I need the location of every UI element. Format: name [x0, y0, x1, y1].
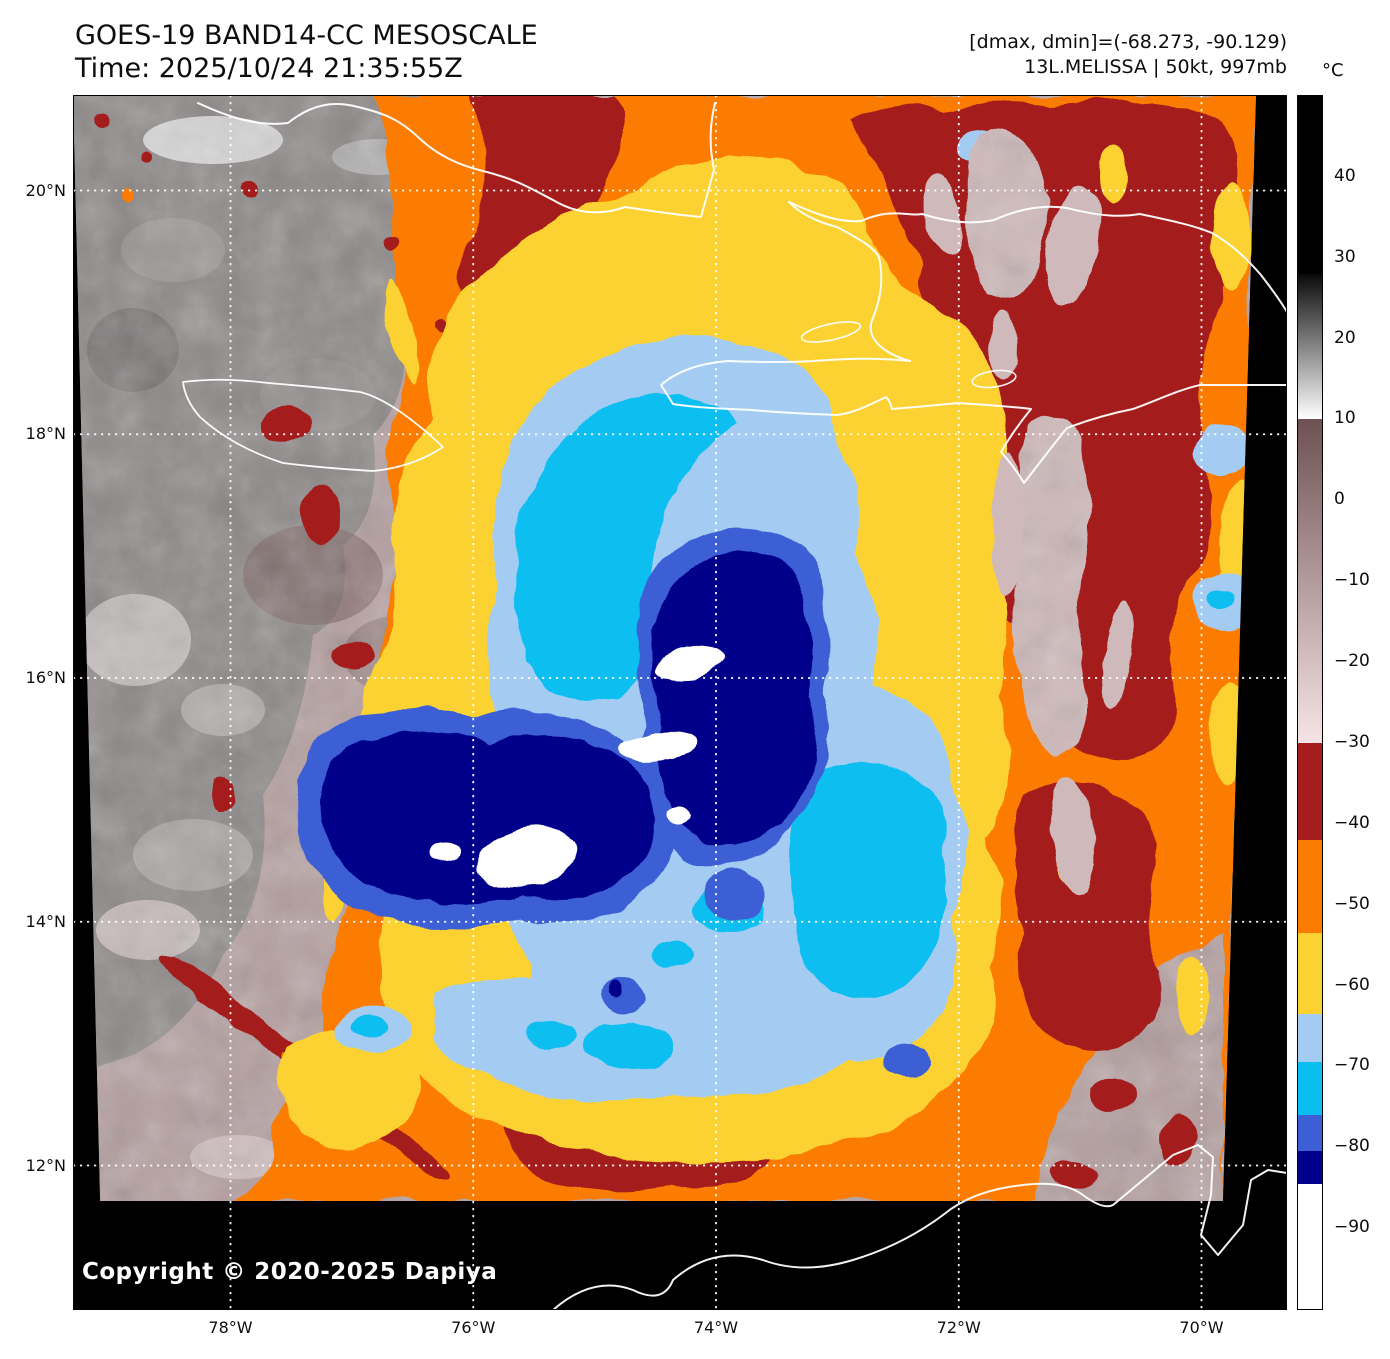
colorbar-tick-label: −40: [1334, 812, 1370, 833]
colorbar-tick-label: −30: [1334, 731, 1370, 752]
colorbar-segment: [1298, 1151, 1322, 1184]
coastline-cuba: [197, 102, 716, 218]
colorbar-tick-label: −50: [1334, 893, 1370, 914]
enhancement-layer: [96, 95, 1256, 1201]
temperature-colorbar: [1297, 95, 1323, 1310]
lon-tick-label: 78°W: [208, 1318, 253, 1337]
coastline-gonave-island: [800, 321, 862, 343]
lon-tick-label: 70°W: [1179, 1318, 1224, 1337]
header-right-block: [dmax, dmin]=(-68.273, -90.129) 13L.MELI…: [969, 30, 1287, 80]
plot-spine: [73, 95, 1287, 1310]
coastline-south-america: [552, 1144, 1287, 1310]
colorbar-segment: [1298, 1013, 1322, 1063]
colorbar-tick-label: −60: [1334, 974, 1370, 995]
page-title: GOES-19 BAND14-CC MESOSCALE: [75, 20, 538, 51]
colorbar-segment: [1298, 839, 1322, 933]
colorbar-tick-label: −10: [1334, 570, 1370, 591]
lat-tick-label: 20°N: [25, 180, 66, 200]
satellite-image: [73, 95, 1287, 1310]
colorbar-segment: [1298, 1183, 1322, 1309]
colorbar-tick-label: −80: [1334, 1136, 1370, 1157]
lat-tick-label: 18°N: [25, 424, 66, 444]
colorbar-segment: [1298, 1114, 1322, 1152]
coastline-tiburon: [660, 357, 911, 416]
coastline-haiti-west: [788, 201, 911, 362]
lat-tick-label: 14°N: [25, 911, 66, 931]
colorbar-tick-label: 10: [1334, 408, 1356, 429]
colorbar-segment: [1298, 273, 1322, 420]
coastline-hispaniola-north: [788, 201, 1287, 313]
data-range-label: [dmax, dmin]=(-68.273, -90.129): [969, 31, 1287, 53]
coastlines: [182, 102, 1287, 1310]
lon-tick-label: 76°W: [451, 1318, 496, 1337]
colorbar-segment: [1298, 742, 1322, 840]
colorbar-segment: [1298, 932, 1322, 1014]
colorbar-tick-label: −20: [1334, 651, 1370, 672]
satellite-map-plot: Copyright © 2020-2025 Dapiya: [73, 95, 1287, 1310]
coastline-jamaica: [182, 378, 444, 472]
colorbar-segment: [1298, 1062, 1322, 1115]
colorbar-unit-label: °C: [1322, 60, 1344, 81]
lon-tick-label: 72°W: [936, 1318, 981, 1337]
satellite-data-region: [73, 95, 1256, 1201]
colorbar-tick-label: −70: [1334, 1055, 1370, 1076]
colorbar-tick-label: 0: [1334, 489, 1345, 510]
timestamp-label: Time: 2025/10/24 21:35:55Z: [75, 53, 463, 84]
lat-tick-label: 12°N: [25, 1155, 66, 1175]
colorbar-tick-label: 40: [1334, 165, 1356, 186]
colorbar-segment: [1298, 419, 1322, 743]
coastline-lake-enriquillo: [971, 369, 1017, 389]
coastline-hispaniola-south: [891, 383, 1287, 484]
colorbar-tick-label: 20: [1334, 327, 1356, 348]
colorbar-segment: [1298, 96, 1322, 274]
colorbar-tick-label: −90: [1334, 1217, 1370, 1238]
lon-tick-label: 74°W: [693, 1318, 739, 1337]
copyright-watermark: Copyright © 2020-2025 Dapiya: [82, 1259, 498, 1285]
storm-info-label: 13L.MELISSA | 50kt, 997mb: [1024, 56, 1287, 78]
lat-tick-label: 16°N: [25, 668, 66, 687]
colorbar-tick-label: 30: [1334, 246, 1356, 267]
